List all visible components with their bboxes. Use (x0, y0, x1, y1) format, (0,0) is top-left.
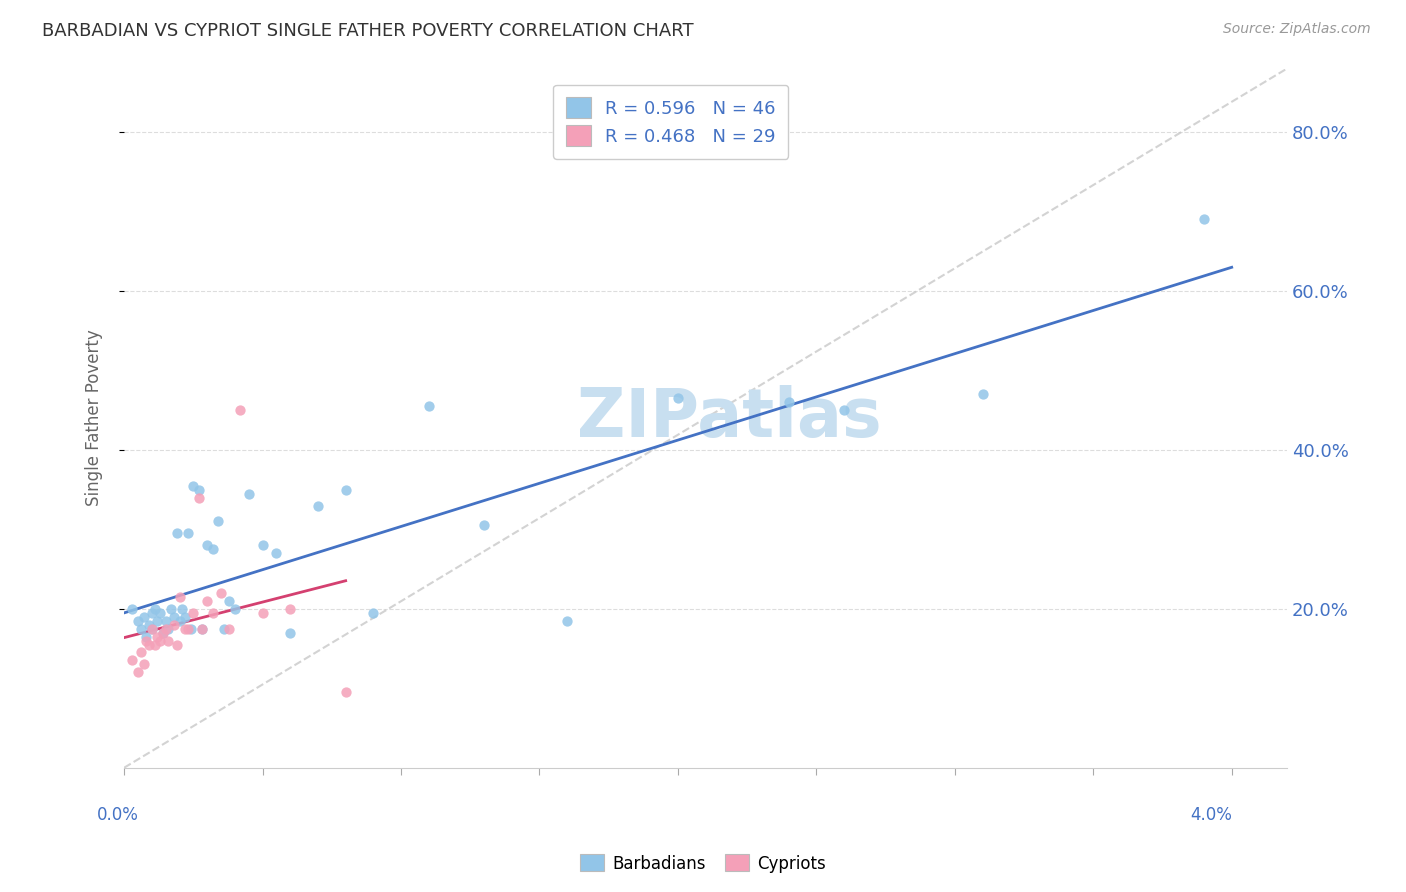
Point (146, 630, 169, 644)
Point (138, 638, 160, 652)
Point (166, 526, 188, 541)
Point (238, 486, 260, 500)
Point (174, 609, 197, 624)
Point (1192, 212, 1215, 227)
Point (278, 602, 301, 616)
Point (266, 546, 288, 560)
Point (169, 590, 191, 604)
Point (190, 622, 212, 636)
Point (418, 399, 440, 413)
Point (187, 483, 209, 497)
Point (155, 622, 177, 636)
Point (201, 606, 224, 620)
Point (180, 622, 202, 636)
Point (135, 633, 157, 648)
Point (177, 526, 200, 541)
Point (166, 638, 188, 652)
Point (163, 617, 186, 632)
Legend: Barbadians, Cypriots: Barbadians, Cypriots (574, 847, 832, 880)
Point (218, 622, 240, 636)
Point (163, 609, 186, 624)
Point (195, 538, 218, 552)
Point (972, 387, 994, 401)
Point (169, 614, 191, 628)
Point (141, 606, 163, 620)
Point (278, 625, 301, 640)
Text: 4.0%: 4.0% (1189, 806, 1232, 824)
Point (146, 614, 169, 628)
Y-axis label: Single Father Poverty: Single Father Poverty (86, 330, 103, 507)
Point (155, 614, 177, 628)
Point (141, 622, 163, 636)
Text: Source: ZipAtlas.com: Source: ZipAtlas.com (1223, 22, 1371, 37)
Point (209, 586, 232, 600)
Point (832, 403, 855, 417)
Point (190, 622, 212, 636)
Point (149, 633, 172, 648)
Point (212, 622, 235, 636)
Point (157, 622, 180, 636)
Point (201, 542, 224, 557)
Point (177, 622, 200, 636)
Point (135, 630, 157, 644)
Point (121, 602, 143, 616)
Point (149, 606, 172, 620)
Point (183, 606, 205, 620)
Point (183, 478, 205, 492)
Text: 0.0%: 0.0% (97, 806, 138, 824)
Point (252, 606, 274, 620)
Text: BARBADIAN VS CYPRIOT SINGLE FATHER POVERTY CORRELATION CHART: BARBADIAN VS CYPRIOT SINGLE FATHER POVER… (42, 22, 693, 40)
Point (229, 403, 252, 417)
Point (129, 622, 152, 636)
Point (152, 625, 174, 640)
Point (335, 483, 357, 497)
Point (224, 602, 246, 616)
Point (666, 391, 689, 405)
Point (778, 395, 800, 409)
Point (138, 617, 160, 632)
Point (127, 665, 149, 680)
Point (143, 638, 166, 652)
Point (132, 609, 155, 624)
Legend: R = 0.596   N = 46, R = 0.468   N = 29: R = 0.596 N = 46, R = 0.468 N = 29 (553, 85, 789, 159)
Point (160, 602, 183, 616)
Text: ZIPatlas: ZIPatlas (576, 385, 882, 451)
Point (152, 625, 174, 640)
Point (121, 653, 143, 667)
Point (307, 499, 329, 513)
Point (127, 614, 149, 628)
Point (195, 594, 218, 608)
Point (174, 622, 197, 636)
Point (335, 685, 357, 699)
Point (555, 614, 578, 628)
Point (472, 518, 495, 533)
Point (187, 491, 209, 505)
Point (132, 657, 155, 672)
Point (157, 633, 180, 648)
Point (143, 602, 166, 616)
Point (363, 606, 385, 620)
Point (129, 645, 152, 659)
Point (141, 622, 163, 636)
Point (218, 594, 240, 608)
Point (172, 602, 194, 616)
Point (252, 538, 274, 552)
Point (207, 515, 229, 529)
